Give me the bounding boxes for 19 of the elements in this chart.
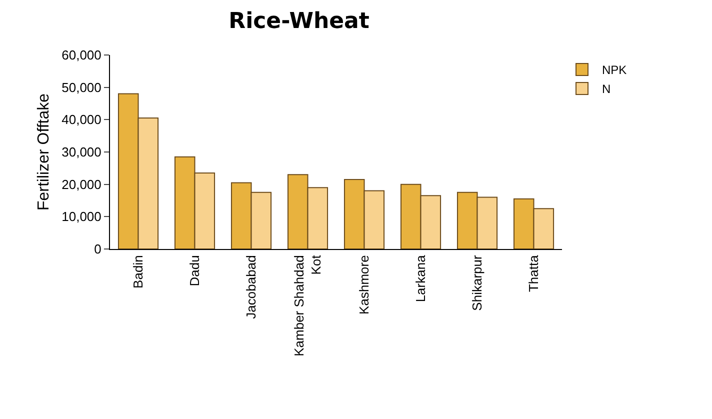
- x-tick-label: Shikarpur: [469, 254, 484, 311]
- x-tick-label: Jacobabad: [243, 255, 258, 319]
- y-axis-title: Fertilizer Offtake: [36, 93, 53, 211]
- y-tick-label: 10,000: [62, 209, 102, 224]
- y-tick-label: 50,000: [62, 80, 102, 95]
- x-tick-label: Badin: [130, 255, 146, 288]
- x-tick-label: Kashmore: [356, 255, 372, 314]
- y-tick-label: 20,000: [62, 176, 102, 192]
- legend-label: N: [602, 82, 611, 96]
- y-tick-label: 0: [94, 242, 102, 257]
- legend-label: NPK: [602, 63, 627, 78]
- chart-title: Rice-Wheat: [228, 8, 370, 34]
- x-tick-label: Dadu: [186, 255, 202, 286]
- y-tick-label: 40,000: [62, 112, 102, 128]
- y-tick-label: 60,000: [62, 48, 102, 63]
- x-tick-label: Larkana: [412, 254, 428, 302]
- y-tick-label: 30,000: [62, 144, 102, 160]
- x-tick-label: Kamber Shahdad Kot: [292, 254, 324, 356]
- x-tick-label: Thatta: [526, 254, 541, 292]
